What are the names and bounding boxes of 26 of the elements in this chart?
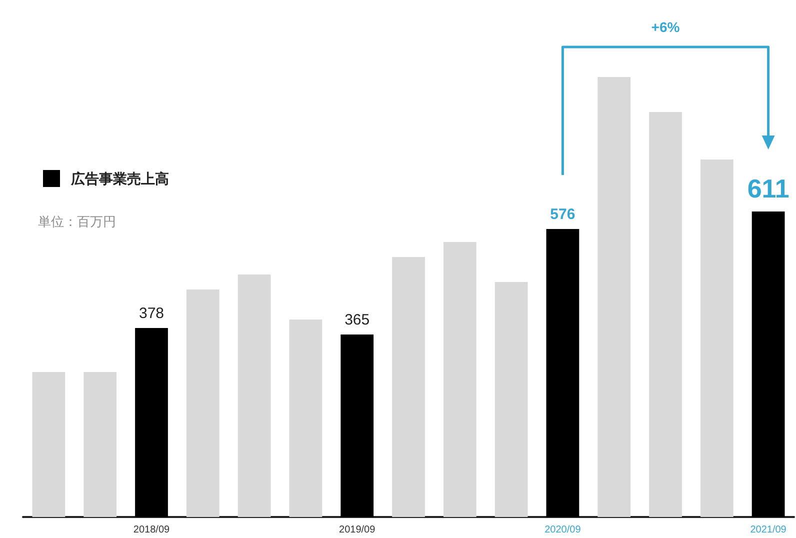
x-tick-label: 2018/09 xyxy=(133,524,170,536)
x-tick-label: 2019/09 xyxy=(339,524,376,536)
bar xyxy=(340,334,374,517)
bar xyxy=(32,372,66,517)
bar xyxy=(289,320,322,517)
bar xyxy=(546,229,580,517)
bar xyxy=(494,282,528,517)
bar xyxy=(238,274,271,517)
text: +6% xyxy=(651,19,680,35)
data-label: 576 xyxy=(550,206,576,223)
bar xyxy=(186,290,220,517)
legend-label: 広告事業売上高 xyxy=(70,170,169,186)
bar xyxy=(392,257,425,517)
bar xyxy=(135,328,168,517)
data-label: 365 xyxy=(344,312,370,328)
bar xyxy=(598,77,631,517)
x-tick-label: 2020/09 xyxy=(544,524,582,536)
bar xyxy=(84,372,117,517)
data-label: 611 xyxy=(747,174,790,204)
x-tick-label: 2021/09 xyxy=(750,524,787,536)
bar xyxy=(752,212,785,517)
bar xyxy=(700,160,734,517)
bar xyxy=(443,242,476,517)
bar xyxy=(649,112,682,517)
data-label: 378 xyxy=(138,305,164,322)
annotation: 単位：百万円 xyxy=(38,214,116,229)
